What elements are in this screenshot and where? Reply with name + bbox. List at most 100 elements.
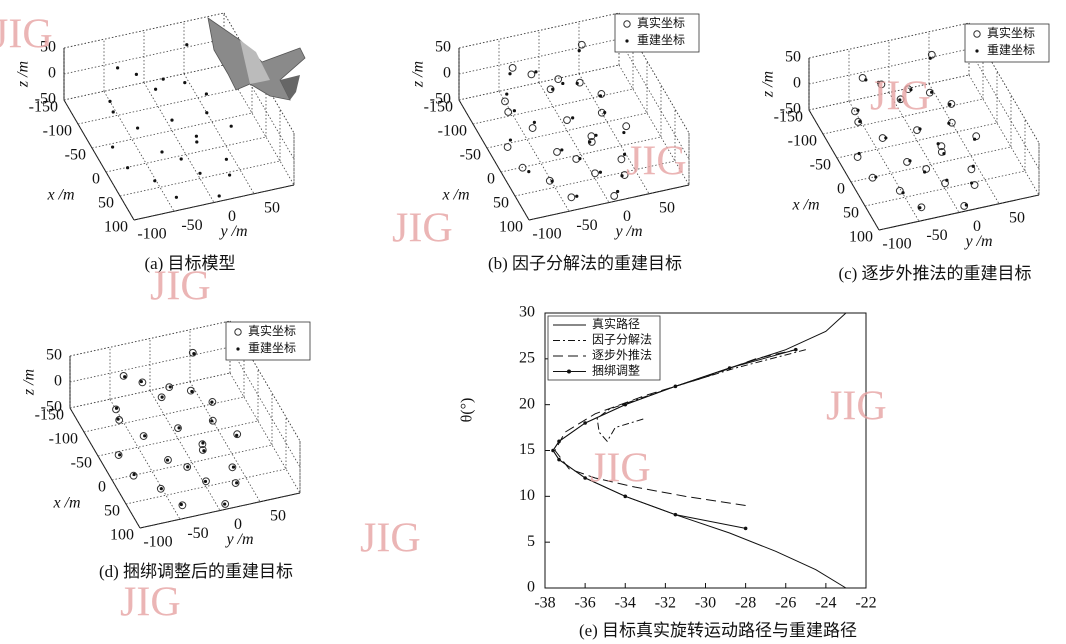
point [232, 465, 235, 468]
z-axis-title: z /m [15, 61, 32, 88]
point [195, 135, 198, 138]
x-tick-label: -50 [71, 455, 92, 472]
legend-label: 真实坐标 [248, 323, 296, 338]
point [180, 503, 183, 506]
legend-label: 真实坐标 [987, 25, 1035, 40]
y-tick-label: 50 [1009, 209, 1025, 226]
point [169, 385, 172, 388]
point [505, 109, 512, 116]
x-tick-label: -30 [695, 595, 716, 612]
caption: (b) 因子分解法的重建目标 [488, 254, 682, 273]
point [116, 66, 119, 69]
y-tick-label: -50 [187, 525, 208, 542]
point [143, 434, 146, 437]
watermark: JIG [590, 446, 651, 492]
point [111, 145, 114, 148]
x-tick-label: -100 [438, 123, 467, 140]
y-tick-label: 50 [659, 199, 675, 216]
grid-line [84, 397, 244, 432]
z-tick-label: 0 [443, 65, 451, 82]
point [918, 127, 921, 130]
point [112, 110, 115, 113]
caption: (d) 捆绑调整后的重建目标 [99, 562, 293, 581]
grid-line [78, 89, 238, 124]
z-axis-title: z /m [21, 369, 38, 396]
x-tick-label: 50 [843, 205, 859, 222]
series-marker [794, 348, 798, 352]
point [874, 175, 877, 178]
point [856, 109, 859, 112]
point [599, 171, 602, 174]
point [136, 126, 139, 129]
point [578, 49, 581, 52]
y-axis-title: y /m [224, 531, 253, 548]
y-axis-title: y /m [613, 223, 642, 240]
grid-line [865, 171, 1025, 206]
watermark: JIG [626, 139, 687, 185]
point [162, 78, 165, 81]
point [133, 473, 136, 476]
point [519, 164, 526, 171]
series-marker [557, 440, 561, 444]
point [115, 407, 118, 410]
x-tick-label: 50 [104, 503, 120, 520]
point [918, 206, 921, 209]
watermark: JIG [870, 74, 931, 120]
point [509, 65, 516, 72]
point [973, 138, 976, 141]
x-tick-label: -36 [574, 595, 595, 612]
x-tick-label: -24 [815, 595, 836, 612]
grid-line [104, 91, 174, 211]
point [235, 434, 238, 437]
point [177, 426, 180, 429]
point [948, 103, 951, 106]
point [884, 136, 887, 139]
point [504, 144, 511, 151]
point [154, 88, 157, 91]
point [620, 174, 623, 177]
x-tick-label: -100 [49, 431, 78, 448]
z-tick-label: 0 [48, 65, 56, 82]
y-tick-label: 15 [519, 441, 535, 458]
figure: -150-100-50050100-100-50050-50050z /mx /… [0, 0, 1066, 644]
point [908, 159, 911, 162]
legend-label: 捆绑调整 [592, 362, 640, 377]
y-tick-label: 20 [519, 395, 535, 412]
grid-line [837, 123, 997, 158]
grid-line [459, 39, 619, 74]
point [180, 157, 183, 160]
caption: (e) 目标真实旋转运动路径与重建路径 [579, 621, 857, 640]
point [599, 94, 602, 97]
y-tick-label: -100 [882, 236, 911, 253]
x-tick-label: 100 [110, 527, 134, 544]
point [611, 193, 618, 200]
y-axis-title: y /m [963, 233, 992, 250]
x-tick-label: 50 [493, 195, 509, 212]
grid-line [230, 347, 300, 467]
point [616, 190, 619, 193]
point [505, 92, 508, 95]
point [901, 191, 904, 194]
point [195, 140, 198, 143]
point [623, 123, 630, 130]
point [564, 117, 571, 124]
z-tick-label: 50 [435, 39, 451, 56]
y-tick-label: 50 [270, 507, 286, 524]
x-tick-label: -38 [534, 595, 555, 612]
point [858, 120, 861, 123]
point [864, 78, 867, 81]
y-tick-label: -100 [532, 226, 561, 243]
x-tick-label: 0 [92, 171, 100, 188]
point [594, 134, 597, 137]
grid-line [92, 113, 252, 148]
point [965, 203, 968, 206]
y-tick-label: -50 [926, 227, 947, 244]
point [230, 125, 233, 128]
y-tick-label: 30 [519, 304, 535, 321]
x-tick-label: -100 [43, 123, 72, 140]
point [123, 375, 126, 378]
point [205, 92, 208, 95]
point [166, 458, 169, 461]
x-tick-label: -22 [855, 595, 876, 612]
point [202, 449, 205, 452]
